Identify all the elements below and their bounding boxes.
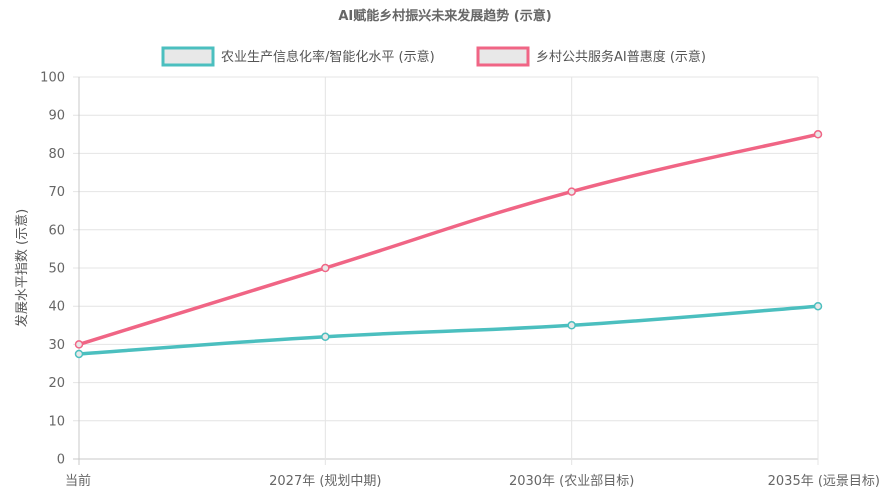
chart-title: AI赋能乡村振兴未来发展趋势 (示意) <box>338 8 551 24</box>
data-point-series-2-3[interactable] <box>813 130 823 139</box>
data-point-series-2-0[interactable] <box>74 340 84 349</box>
y-tick-label: 40 <box>48 300 65 315</box>
y-tick-label: 60 <box>48 223 65 238</box>
legend-label-series-1: 农业生产信息化率/智能化水平 (示意) <box>221 49 435 65</box>
y-axis-title: 发展水平指数 (示意) <box>14 209 30 327</box>
x-tick-label: 2027年 (规划中期) <box>269 474 381 489</box>
legend-swatch-series-1 <box>161 46 215 67</box>
data-point-series-1-0[interactable] <box>74 349 84 359</box>
y-tick-label: 50 <box>48 262 65 277</box>
x-axis-ticks: 当前 2027年 (规划中期) 2030年 (农业部目标) 2035年 (远景目标) <box>65 473 880 489</box>
data-point-series-1-2[interactable] <box>567 321 576 330</box>
x-tick-label: 2035年 (远景目标) <box>768 474 880 489</box>
y-tick-label: 100 <box>40 71 65 86</box>
series-layer <box>74 130 823 359</box>
grid <box>73 76 819 465</box>
x-tick-label: 2030年 (农业部目标) <box>509 474 634 489</box>
series-line-1 <box>77 304 820 356</box>
data-point-series-1-1[interactable] <box>321 332 330 342</box>
y-tick-label: 90 <box>48 109 65 124</box>
legend-swatch-series-2 <box>476 46 530 67</box>
legend-item-series-1[interactable]: 农业生产信息化率/智能化水平 (示意) <box>161 46 435 67</box>
y-tick-label: 10 <box>48 414 65 429</box>
y-tick-label: 0 <box>57 453 65 468</box>
x-tick-label: 当前 <box>65 473 91 489</box>
data-point-series-2-1[interactable] <box>321 263 330 273</box>
legend-item-series-2[interactable]: 乡村公共服务AI普惠度 (示意) <box>476 46 706 67</box>
series-line-2 <box>77 132 820 347</box>
legend: 农业生产信息化率/智能化水平 (示意) 乡村公共服务AI普惠度 (示意) <box>161 46 706 67</box>
y-axis-ticks: 0 10 20 30 40 50 60 70 80 90 100 <box>40 71 65 468</box>
y-tick-label: 30 <box>48 338 65 353</box>
data-point-series-1-3[interactable] <box>813 301 823 311</box>
y-tick-label: 80 <box>48 147 65 162</box>
y-tick-label: 70 <box>48 185 65 200</box>
y-tick-label: 20 <box>48 376 65 391</box>
data-point-series-2-2[interactable] <box>567 187 576 196</box>
legend-label-series-2: 乡村公共服务AI普惠度 (示意) <box>536 49 706 65</box>
